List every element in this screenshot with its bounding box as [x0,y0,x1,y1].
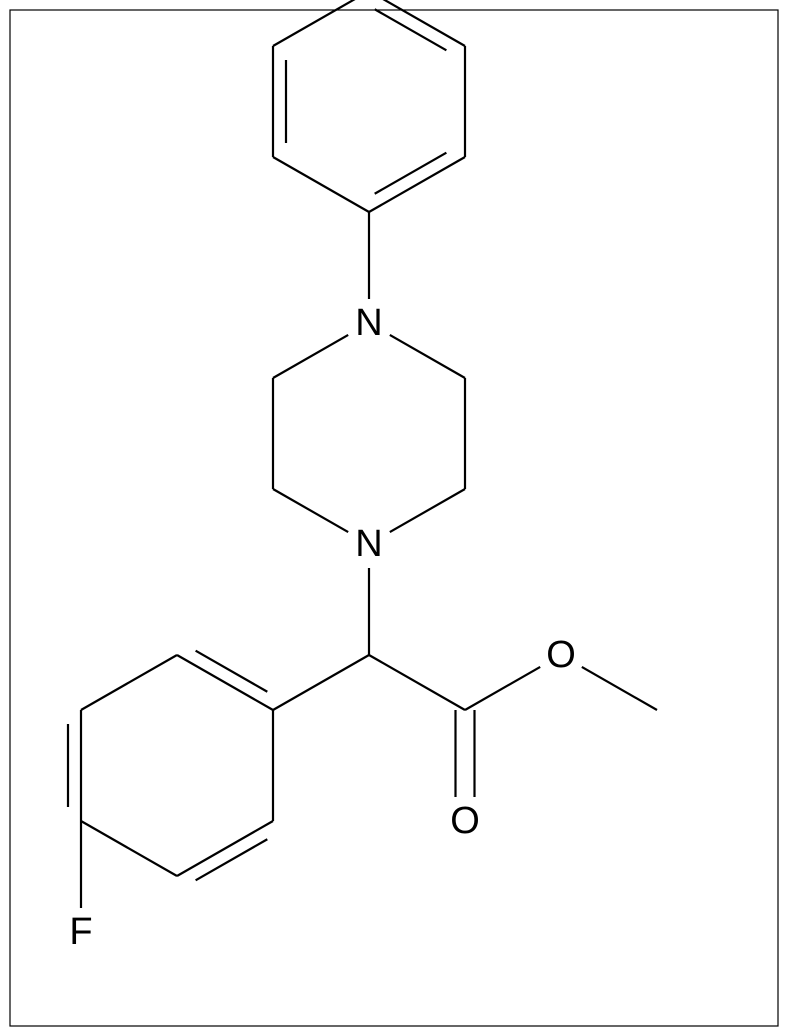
atom-label-o: O [546,634,576,676]
molecule-diagram: N N F O O [0,0,788,1036]
atom-label-f: F [69,911,92,953]
frame-rect [10,10,778,1026]
atom-label-n: N [355,302,382,344]
atom-label-n: N [355,523,382,565]
atom-label-o: O [450,800,480,842]
